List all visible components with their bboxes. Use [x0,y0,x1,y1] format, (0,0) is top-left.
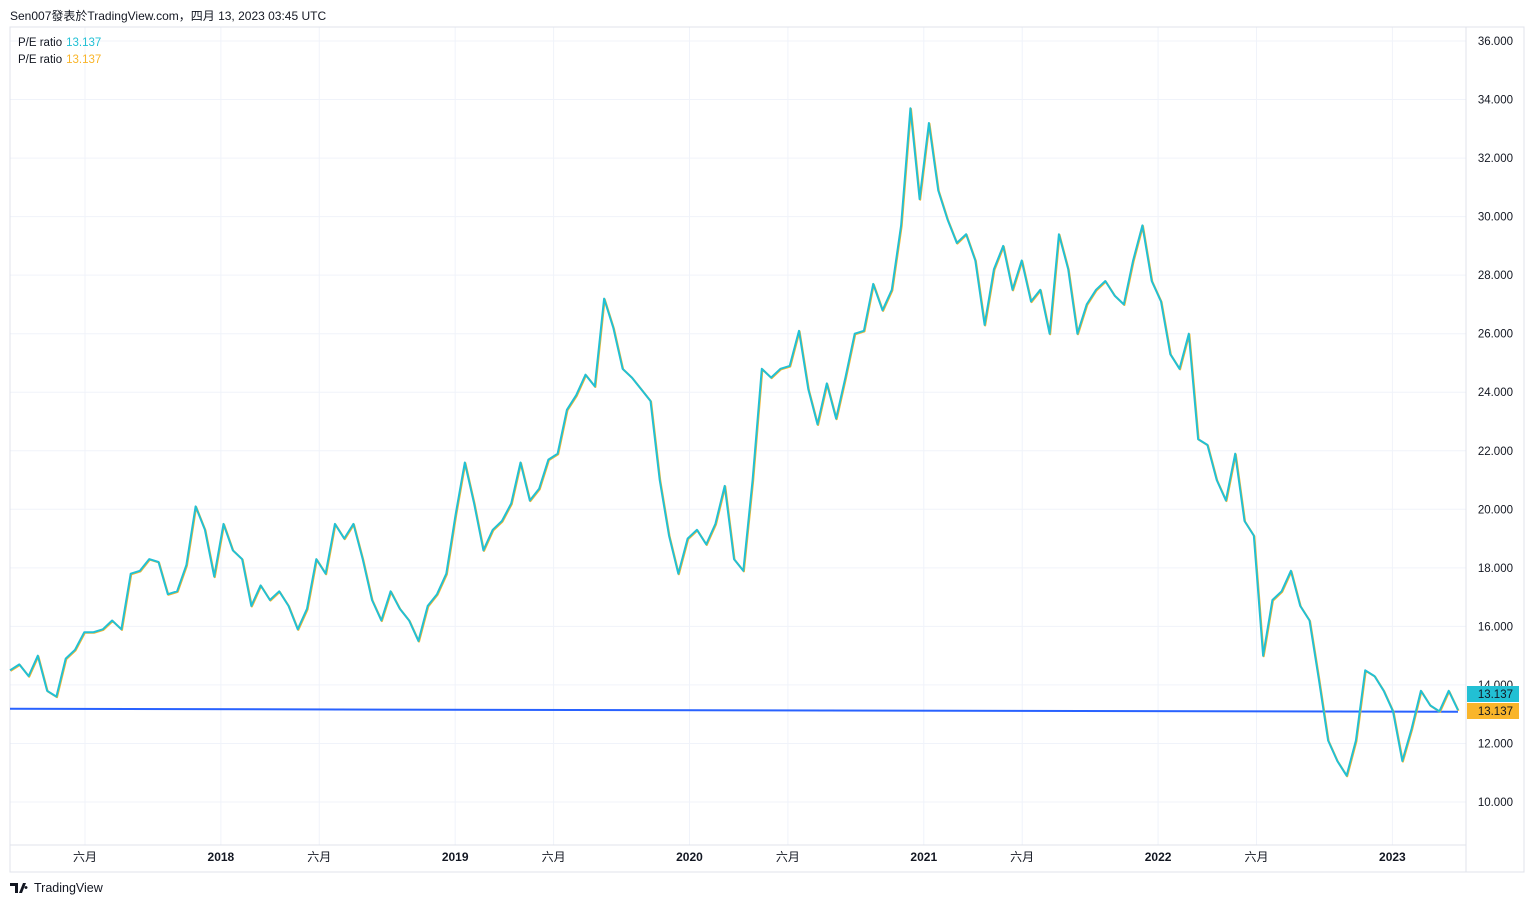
x-tick-label: 2022 [1145,850,1172,864]
grid [10,27,1466,845]
series-line-pe-orange [10,107,1460,778]
y-tick-label: 16.000 [1478,621,1513,633]
last-value-badges: 13.137 13.137 [1467,686,1519,719]
horizontal-line [9,707,1459,713]
y-tick-label: 10.000 [1478,797,1513,809]
last-value-badge [1467,703,1519,719]
chart-header: Sen007發表於TradingView.com，四月 13, 2023 03:… [10,9,327,23]
legend-item: P/E ratio 13.137 [18,54,102,66]
y-tick-label: 28.000 [1478,270,1513,282]
y-tick-label: 12.000 [1478,738,1513,750]
y-tick-label: 34.000 [1478,95,1513,107]
x-tick-label: 六月 [1010,850,1034,864]
tradingview-logo-icon [10,883,28,893]
x-tick-label: 2020 [676,850,703,864]
y-tick-label: 20.000 [1478,504,1513,516]
time-axis: 六月 2018 六月 2019 六月 2020 六月 2021 六月 2022 六月 2023 [73,850,1406,864]
last-value-badge [1467,686,1519,702]
last-value-label: 13.137 [1478,706,1513,718]
x-tick-label: 2018 [208,850,235,864]
y-tick-label: 24.000 [1478,387,1513,399]
x-tick-label: 六月 [307,850,331,864]
legend: P/E ratio 13.137 P/E ratio 13.137 [18,35,101,69]
series-line-pe-cyan [9,107,1459,777]
y-tick-label: 30.000 [1478,212,1513,224]
legend-item: P/E ratio 13.137 [18,37,102,49]
x-tick-label: 2021 [910,850,937,864]
price-axis: 10.00012.00014.00016.00018.00020.00022.0… [1478,36,1513,809]
y-tick-label: 32.000 [1478,153,1513,165]
x-tick-label: 六月 [542,850,566,864]
x-tick-label: 六月 [776,850,800,864]
y-tick-label: 18.000 [1478,563,1513,575]
y-tick-label: 26.000 [1478,329,1513,341]
last-value-label: 13.137 [1478,689,1513,701]
chart-frame [9,26,1525,873]
x-tick-label: 六月 [1244,850,1268,864]
y-tick-label: 22.000 [1478,446,1513,458]
x-tick-label: 2019 [442,850,469,864]
y-tick-label: 36.000 [1478,36,1513,48]
x-tick-label: 2023 [1379,850,1406,864]
x-tick-label: 六月 [73,850,97,864]
tradingview-logo[interactable]: TradingView [10,881,103,895]
